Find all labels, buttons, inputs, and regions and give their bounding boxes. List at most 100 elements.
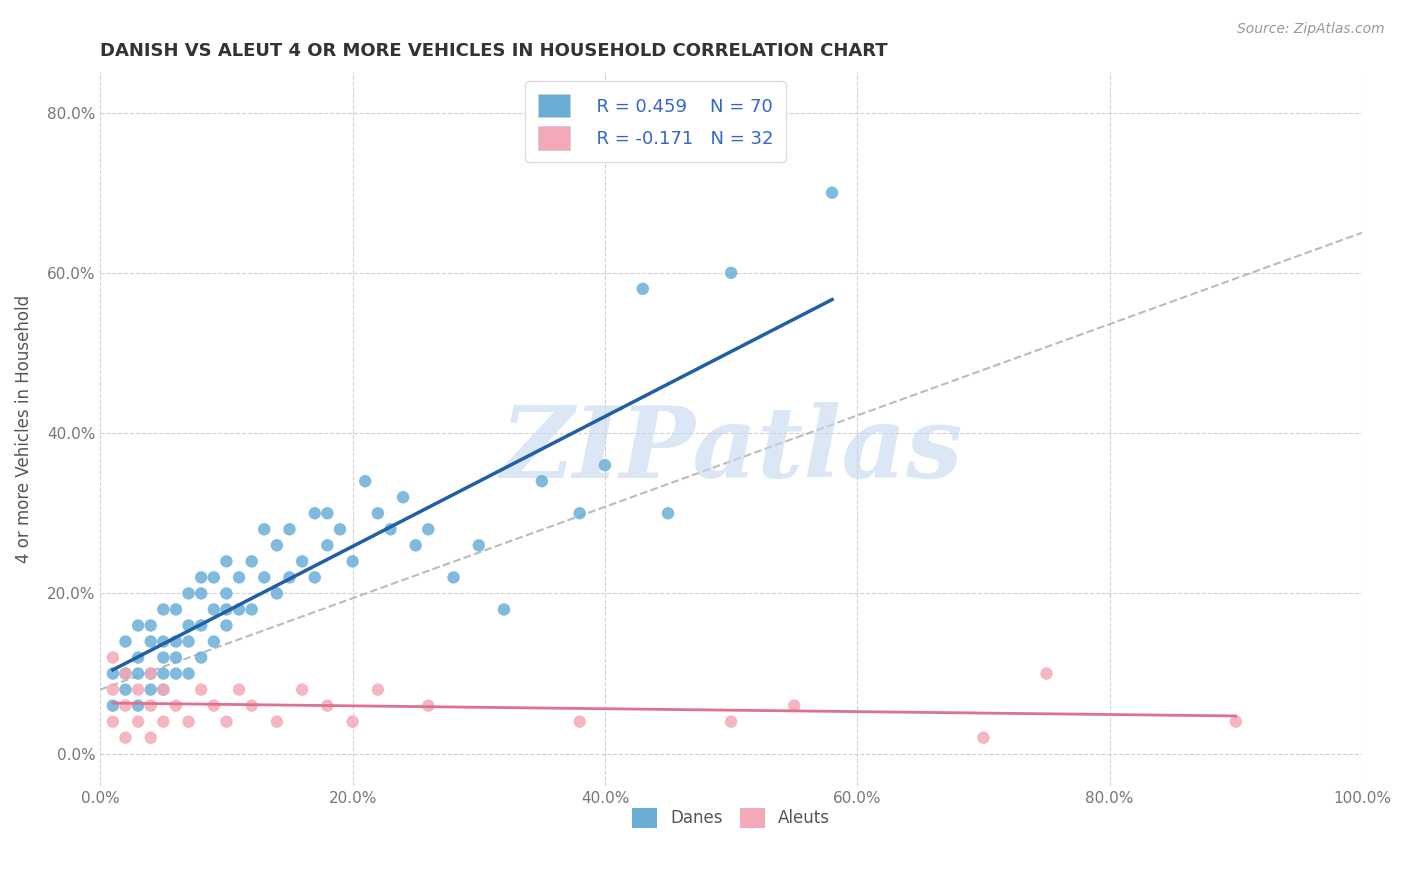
Text: Source: ZipAtlas.com: Source: ZipAtlas.com	[1237, 22, 1385, 37]
Point	[316, 698, 339, 713]
Point	[139, 666, 162, 681]
Point	[657, 506, 679, 520]
Point	[114, 666, 136, 681]
Point	[418, 522, 440, 536]
Point	[266, 586, 288, 600]
Point	[152, 682, 174, 697]
Point	[202, 602, 225, 616]
Point	[215, 714, 238, 729]
Point	[215, 602, 238, 616]
Point	[127, 650, 149, 665]
Point	[202, 634, 225, 648]
Point	[101, 698, 124, 713]
Point	[190, 682, 212, 697]
Point	[139, 634, 162, 648]
Point	[127, 618, 149, 632]
Point	[316, 506, 339, 520]
Point	[152, 602, 174, 616]
Point	[152, 650, 174, 665]
Text: ZIPatlas: ZIPatlas	[501, 402, 962, 499]
Point	[405, 538, 427, 552]
Point	[253, 570, 276, 584]
Text: DANISH VS ALEUT 4 OR MORE VEHICLES IN HOUSEHOLD CORRELATION CHART: DANISH VS ALEUT 4 OR MORE VEHICLES IN HO…	[100, 42, 887, 60]
Point	[354, 474, 377, 488]
Point	[304, 570, 326, 584]
Point	[240, 698, 263, 713]
Point	[215, 554, 238, 568]
Point	[329, 522, 352, 536]
Point	[392, 490, 415, 504]
Point	[380, 522, 402, 536]
Point	[1035, 666, 1057, 681]
Point	[114, 698, 136, 713]
Point	[568, 506, 591, 520]
Point	[190, 570, 212, 584]
Point	[316, 538, 339, 552]
Point	[165, 602, 187, 616]
Point	[101, 666, 124, 681]
Point	[291, 554, 314, 568]
Point	[291, 682, 314, 697]
Point	[253, 522, 276, 536]
Point	[190, 586, 212, 600]
Point	[127, 666, 149, 681]
Point	[342, 554, 364, 568]
Point	[278, 570, 301, 584]
Point	[215, 586, 238, 600]
Point	[152, 634, 174, 648]
Point	[720, 714, 742, 729]
Point	[304, 506, 326, 520]
Point	[367, 682, 389, 697]
Point	[367, 506, 389, 520]
Point	[152, 682, 174, 697]
Point	[278, 522, 301, 536]
Point	[593, 458, 616, 472]
Point	[568, 714, 591, 729]
Point	[114, 731, 136, 745]
Point	[190, 650, 212, 665]
Point	[418, 698, 440, 713]
Point	[139, 682, 162, 697]
Point	[342, 714, 364, 729]
Point	[215, 618, 238, 632]
Point	[152, 714, 174, 729]
Point	[783, 698, 806, 713]
Point	[101, 714, 124, 729]
Point	[177, 714, 200, 729]
Point	[202, 698, 225, 713]
Point	[240, 602, 263, 616]
Point	[202, 570, 225, 584]
Point	[240, 554, 263, 568]
Point	[177, 634, 200, 648]
Point	[101, 682, 124, 697]
Point	[228, 682, 250, 697]
Point	[114, 682, 136, 697]
Point	[266, 714, 288, 729]
Point	[468, 538, 491, 552]
Point	[114, 634, 136, 648]
Point	[530, 474, 553, 488]
Point	[443, 570, 465, 584]
Point	[228, 602, 250, 616]
Point	[177, 618, 200, 632]
Point	[631, 282, 654, 296]
Point	[720, 266, 742, 280]
Point	[139, 698, 162, 713]
Point	[165, 698, 187, 713]
Point	[177, 586, 200, 600]
Point	[1225, 714, 1247, 729]
Point	[139, 666, 162, 681]
Point	[165, 666, 187, 681]
Point	[266, 538, 288, 552]
Point	[190, 618, 212, 632]
Point	[127, 714, 149, 729]
Legend: Danes, Aleuts: Danes, Aleuts	[626, 801, 837, 835]
Point	[127, 682, 149, 697]
Point	[821, 186, 844, 200]
Point	[139, 618, 162, 632]
Point	[492, 602, 515, 616]
Point	[165, 650, 187, 665]
Point	[177, 666, 200, 681]
Point	[114, 666, 136, 681]
Point	[127, 698, 149, 713]
